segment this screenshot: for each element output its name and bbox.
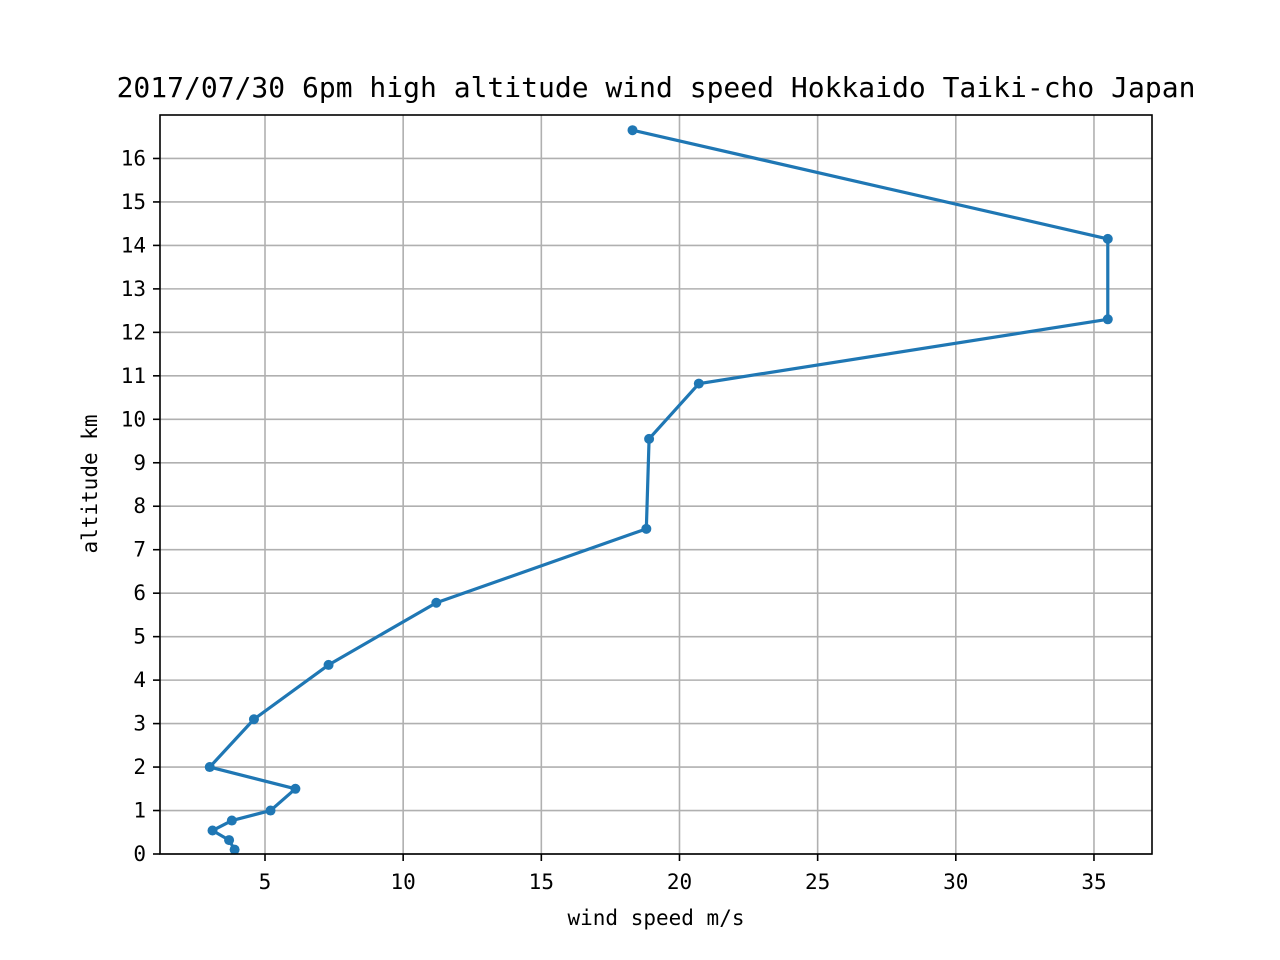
data-point: [1102, 233, 1113, 244]
y-tick-label: 13: [121, 277, 146, 301]
x-tick-label: 15: [529, 870, 554, 894]
y-tick-label: 1: [133, 799, 146, 823]
y-tick-label: 16: [121, 146, 146, 170]
y-tick-label: 11: [121, 364, 146, 388]
data-point: [265, 805, 276, 816]
x-tick-label: 30: [943, 870, 968, 894]
x-tick-label: 35: [1081, 870, 1106, 894]
y-tick-label: 14: [121, 233, 146, 257]
data-point: [644, 433, 655, 444]
x-tick-label: 20: [667, 870, 692, 894]
data-point: [1102, 314, 1113, 325]
data-point: [207, 825, 218, 836]
y-axis-label: altitude km: [78, 414, 102, 553]
data-point: [248, 714, 259, 725]
y-tick-label: 10: [121, 407, 146, 431]
data-point: [229, 844, 240, 855]
x-tick-label: 10: [391, 870, 416, 894]
x-tick-label: 25: [805, 870, 830, 894]
x-axis-label: wind speed m/s: [567, 906, 744, 930]
y-tick-label: 6: [133, 581, 146, 605]
data-point: [323, 659, 334, 670]
y-tick-label: 4: [133, 668, 146, 692]
y-tick-label: 8: [133, 494, 146, 518]
y-tick-label: 3: [133, 712, 146, 736]
data-point: [224, 835, 235, 846]
chart-title: 2017/07/30 6pm high altitude wind speed …: [117, 71, 1196, 104]
data-point: [226, 815, 237, 826]
series-layer: [204, 125, 1113, 855]
y-tick-label: 12: [121, 320, 146, 344]
data-point: [627, 125, 638, 136]
data-point: [431, 597, 442, 608]
data-point: [641, 523, 652, 534]
y-tick-label: 5: [133, 625, 146, 649]
y-tick-label: 7: [133, 538, 146, 562]
data-point: [204, 762, 215, 773]
x-tick-label: 5: [259, 870, 272, 894]
y-tick-label: 2: [133, 755, 146, 779]
data-point: [290, 783, 301, 794]
grid: [160, 115, 1152, 855]
y-tick-label: 0: [133, 842, 146, 866]
y-tick-label: 15: [121, 190, 146, 214]
data-point: [693, 378, 704, 389]
y-tick-label: 9: [133, 451, 146, 475]
series-line: [208, 128, 1110, 852]
plot-area-frame: [159, 114, 1153, 855]
